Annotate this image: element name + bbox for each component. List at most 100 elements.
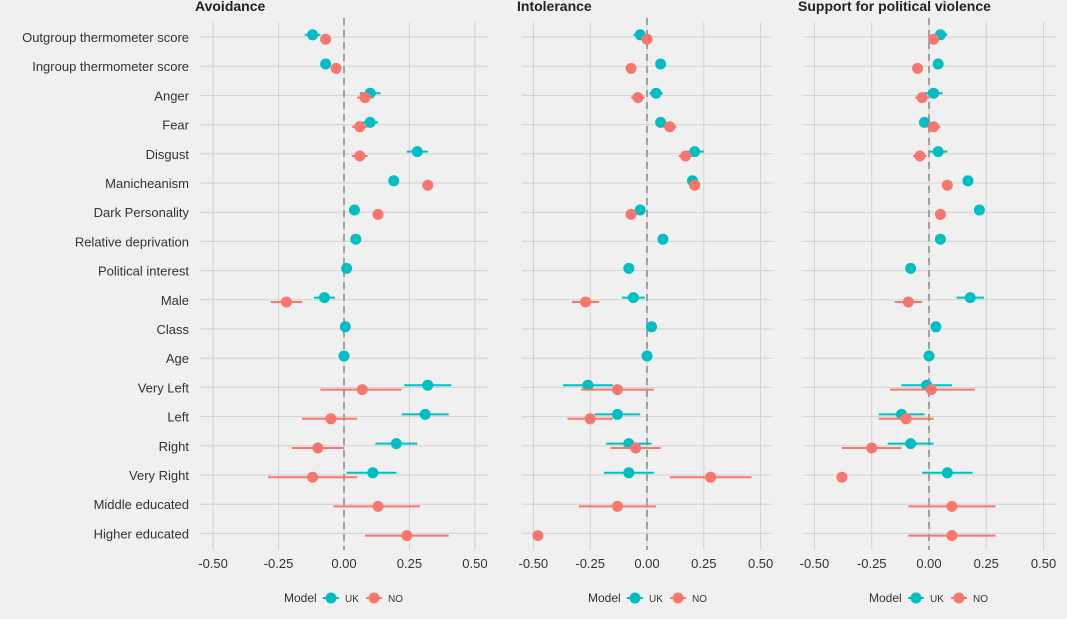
data-point (367, 467, 379, 479)
legend-swatch-no (672, 592, 684, 604)
y-label-political-interest: Political interest (98, 264, 189, 279)
data-point (934, 233, 946, 245)
legend: Model UK NO Model UK NO Model UK NO (284, 591, 988, 605)
data-point (611, 408, 623, 420)
data-point (280, 296, 292, 308)
panel-title-intolerance: Intolerance (517, 0, 592, 14)
legend-2: Model UK NO (588, 591, 707, 605)
legend-label-uk: UK (345, 594, 359, 605)
data-point (330, 62, 342, 74)
data-point (372, 500, 384, 512)
data-point (900, 413, 912, 425)
data-point (946, 500, 958, 512)
data-point (646, 321, 658, 333)
y-label-higher-educated: Higher educated (94, 526, 189, 541)
data-point (941, 467, 953, 479)
panel-intolerance: Intolerance -0.50 -0.25 0.00 0.25 0.50 (517, 0, 773, 571)
series-no-intolerance (532, 33, 752, 542)
y-label-middle-educated: Middle educated (94, 497, 189, 512)
data-point (580, 296, 592, 308)
data-point (905, 262, 917, 274)
x-tick-label: -0.25 (857, 556, 887, 571)
data-point (705, 471, 717, 483)
y-label-male: Male (161, 293, 189, 308)
x-tick-label: 0.00 (916, 556, 941, 571)
data-point (356, 384, 368, 396)
data-point (419, 408, 431, 420)
data-point (359, 92, 371, 104)
data-point (348, 204, 360, 216)
data-point (632, 92, 644, 104)
data-point (320, 58, 332, 70)
y-label-outgroup-thermometer-score: Outgroup thermometer score (22, 30, 189, 45)
data-point (916, 92, 928, 104)
data-point (307, 471, 319, 483)
data-point (350, 233, 362, 245)
data-point (914, 150, 926, 162)
panel-avoidance: Avoidance -0.50 -0.25 0.00 0.25 0.50 (195, 0, 488, 571)
legend-label-uk: UK (649, 594, 663, 605)
data-point (650, 87, 662, 99)
data-point (836, 471, 848, 483)
y-label-very-right: Very Right (129, 468, 189, 483)
y-label-fear: Fear (162, 118, 189, 133)
data-point (625, 62, 637, 74)
y-axis-labels: Outgroup thermometer score Ingroup thermo… (22, 30, 190, 541)
data-point (338, 350, 350, 362)
panel-title-avoidance: Avoidance (195, 0, 265, 14)
data-point (422, 179, 434, 191)
data-point (641, 350, 653, 362)
y-label-age: Age (166, 351, 189, 366)
data-point (625, 208, 637, 220)
panels-layer: Avoidance-0.50 -0.25 0.00 0.25 0.50Intoleran… (195, 0, 1056, 571)
data-point (657, 233, 669, 245)
x-tick-label: -0.50 (198, 556, 228, 571)
series-uk-support-for-political-violence (878, 29, 985, 479)
y-label-right: Right (159, 439, 190, 454)
legend-title: Model (284, 591, 317, 605)
data-point (422, 379, 434, 391)
y-label-relative-deprivation: Relative deprivation (75, 234, 189, 249)
legend-swatch-uk (629, 592, 641, 604)
y-label-manicheanism: Manicheanism (105, 176, 189, 191)
x-tick-label: 0.25 (397, 556, 422, 571)
data-point (623, 467, 635, 479)
series-no-support-for-political-violence (836, 33, 996, 542)
x-tick-label: 0.50 (462, 556, 487, 571)
data-point (401, 530, 413, 542)
data-point (923, 350, 935, 362)
legend-swatch-no (368, 592, 380, 604)
data-point (918, 116, 930, 128)
data-point (339, 321, 351, 333)
panel-title-support-for-political-violence: Support for political violence (798, 0, 991, 14)
data-point (611, 500, 623, 512)
legend-label-no: NO (692, 594, 707, 605)
data-point (905, 438, 917, 450)
data-point (532, 530, 544, 542)
data-point (307, 29, 319, 41)
x-tick-label: 0.00 (331, 556, 356, 571)
legend-swatch-no (953, 592, 965, 604)
data-point (325, 413, 337, 425)
data-point (318, 292, 330, 304)
panel-support-for-political-violence: Support for political violence -0.50 -0.25… (798, 0, 1056, 571)
data-point (582, 379, 594, 391)
data-point (946, 530, 958, 542)
data-point (372, 208, 384, 220)
legend-label-no: NO (973, 594, 988, 605)
data-point (664, 121, 676, 133)
data-point (312, 442, 324, 454)
data-point (902, 296, 914, 308)
data-point (411, 146, 423, 158)
x-tick-label: 0.50 (748, 556, 773, 571)
data-point (912, 62, 924, 74)
data-point (354, 150, 366, 162)
data-point (925, 384, 937, 396)
data-point (623, 262, 635, 274)
data-point (928, 87, 940, 99)
data-point (934, 208, 946, 220)
data-point (962, 175, 974, 187)
data-point (354, 121, 366, 133)
legend-swatch-uk (325, 592, 337, 604)
